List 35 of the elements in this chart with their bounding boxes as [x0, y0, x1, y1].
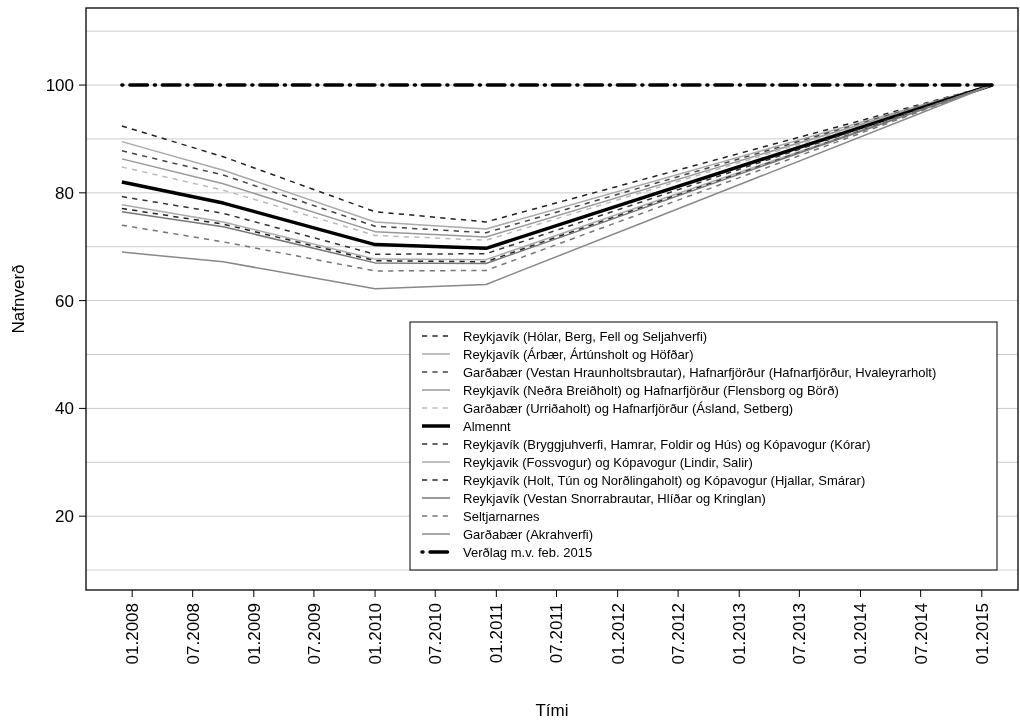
legend-label: Reykjavik (Fossvogur) og Kópavogur (Lindir, Salir)	[463, 454, 753, 470]
legend-label: Reykjavík (Bryggjuhverfi, Hamrar, Foldir og Hús) og Kópavogur (Kórar)	[463, 436, 871, 452]
legend-label: Garðabær (Urriðaholt) og Hafnarfjörður (Ásland, Setberg)	[463, 400, 794, 416]
y-tick-label: 20	[55, 507, 74, 527]
legend-label: Almennt	[463, 418, 512, 434]
x-tick-label: 01.2012	[608, 603, 628, 665]
x-tick-label: 01.2009	[244, 603, 264, 665]
y-tick-label: 60	[55, 291, 74, 311]
x-tick-label: 01.2010	[366, 603, 386, 665]
x-tick-label: 01.2014	[851, 603, 871, 665]
x-tick-label: 07.2011	[547, 603, 567, 664]
y-tick-label: 40	[55, 399, 74, 419]
legend-label: Reykjavík (Hólar, Berg, Fell og Seljahverfi)	[463, 328, 708, 344]
legend-label: Reykjavík (Neðra Breiðholt) og Hafnarfjörður (Flensborg og Börð)	[463, 382, 839, 398]
x-tick-label: 07.2014	[911, 603, 931, 665]
y-tick-label: 100	[45, 76, 74, 96]
x-tick-label: 01.2008	[123, 603, 143, 665]
legend-label: Seltjarnarnes	[463, 508, 541, 524]
legend-label: Garðabær (Akrahverfi)	[463, 526, 594, 542]
legend-label: Verðlag m.v. feb. 2015	[463, 544, 593, 560]
x-tick-label: 07.2008	[183, 603, 203, 665]
legend-label: Reykjavík (Árbær, Ártúnsholt og Höfðar)	[463, 346, 694, 362]
legend-label: Reykjavík (Holt, Tún og Norðlingaholt) og Kópavogur (Hjallar, Smárar)	[463, 472, 866, 488]
legend-label: Garðabær (Vestan Hraunholtsbrautar), Hafnarfjörður (Hafnarfjörður, Hvaleyrarholt)	[463, 364, 937, 380]
x-tick-label: 07.2012	[669, 603, 689, 665]
legend-label: Reykjavík (Vestan Snorrabrautar, Hlíðar og Kringlan)	[463, 490, 766, 506]
x-tick-label: 01.2011	[487, 603, 507, 664]
x-tick-label: 01.2015	[972, 603, 992, 665]
y-tick-label: 80	[55, 183, 74, 203]
x-tick-label: 01.2013	[730, 603, 750, 665]
x-tick-label: 07.2010	[426, 603, 446, 665]
x-tick-label: 07.2009	[304, 603, 324, 665]
x-axis-title: Tími	[535, 701, 569, 720]
y-axis-title: Nafnverð	[9, 264, 28, 334]
x-tick-label: 07.2013	[790, 603, 810, 665]
